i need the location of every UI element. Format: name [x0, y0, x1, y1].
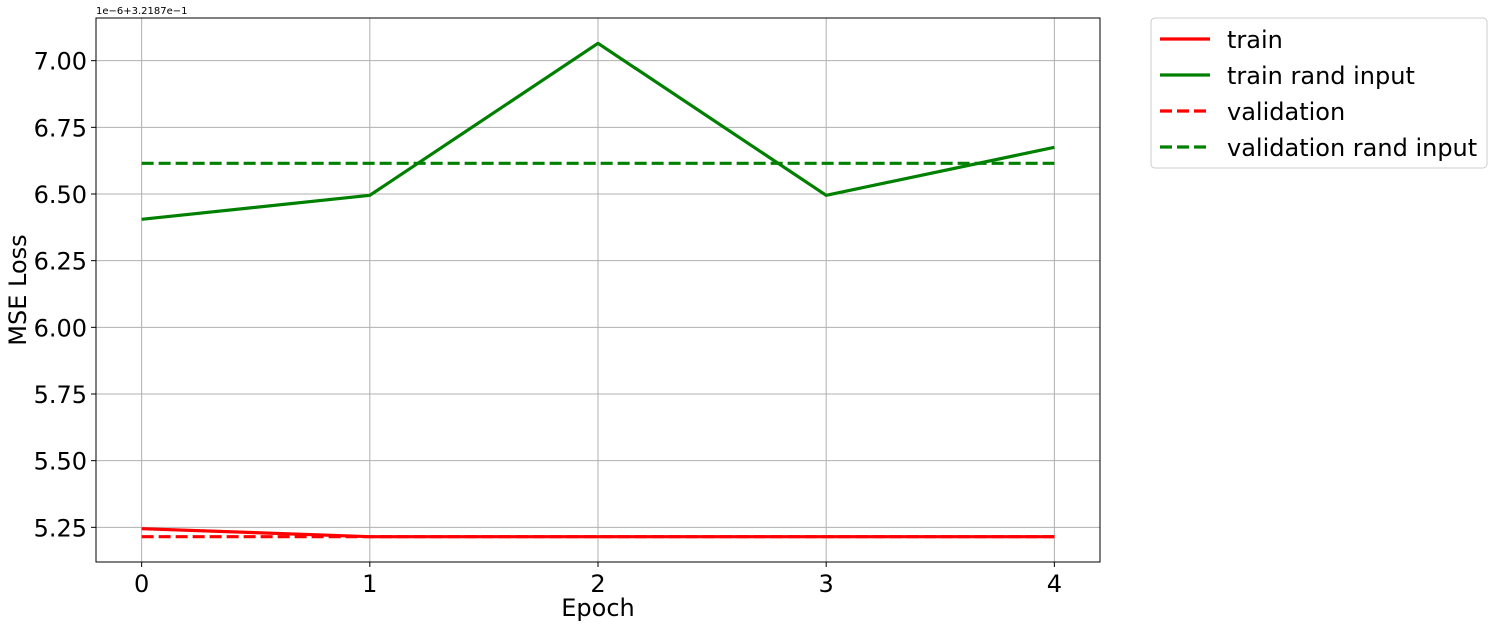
legend-frame — [1150, 17, 1488, 169]
x-tick-label: 3 — [819, 570, 834, 598]
ticks: 0 1 2 3 4 5.25 5.50 5.75 6.00 6.25 6.50 6.75 7.00 — [34, 48, 1062, 598]
y-tick-label: 5.25 — [34, 514, 87, 542]
legend-label: train — [1227, 26, 1283, 54]
y-tick-label: 6.00 — [34, 314, 87, 342]
x-tick-label: 1 — [362, 570, 377, 598]
y-offset-label: 1e−6+3.2187e−1 — [96, 6, 188, 17]
y-tick-label: 5.75 — [34, 381, 87, 409]
series-layer — [141, 41, 1055, 539]
y-tick-label: 6.75 — [34, 114, 87, 142]
legend-label: train rand input — [1227, 62, 1415, 90]
y-tick-label: 5.50 — [34, 448, 87, 476]
legend-label: validation rand input — [1227, 134, 1477, 162]
x-axis-label: Epoch — [561, 594, 635, 622]
series-line-train-rand-input — [141, 41, 1055, 221]
y-axis-label: MSE Loss — [4, 234, 32, 345]
y-tick-label: 6.25 — [34, 248, 87, 276]
legend: train train rand input validation validatio… — [1150, 17, 1488, 169]
legend-label: validation — [1227, 98, 1345, 126]
x-tick-label: 4 — [1047, 570, 1062, 598]
y-tick-label: 7.00 — [34, 48, 87, 76]
x-tick-label: 0 — [134, 570, 149, 598]
grid — [96, 18, 1100, 562]
x-tick-label: 2 — [590, 570, 605, 598]
series-line-train — [141, 527, 1055, 539]
y-tick-label: 6.50 — [34, 181, 87, 209]
